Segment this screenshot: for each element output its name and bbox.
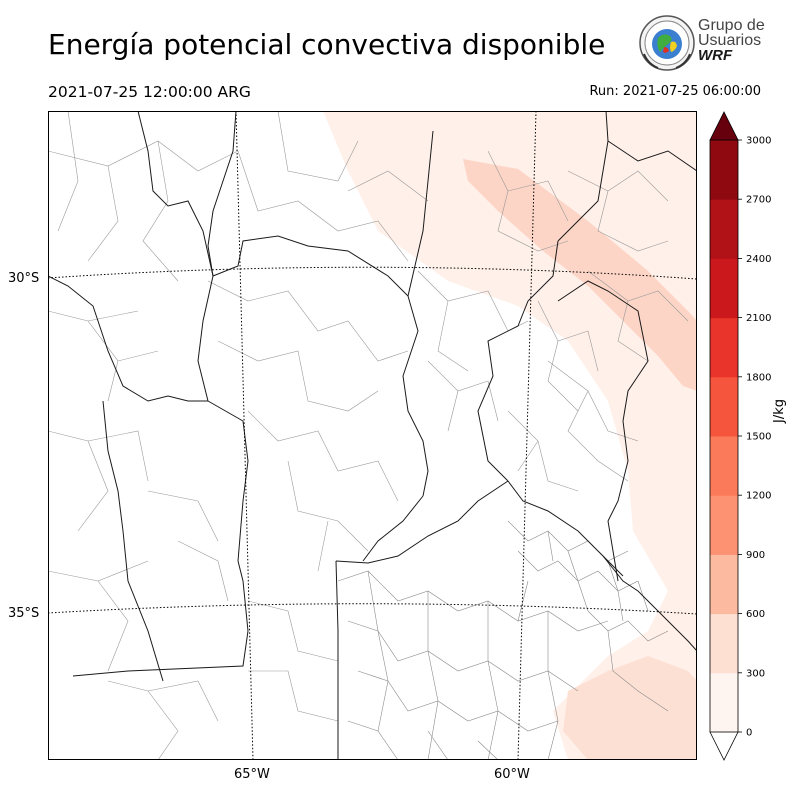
colorbar-over-arrow xyxy=(709,111,739,141)
boundary-sanluis-cordoba xyxy=(207,400,249,562)
valid-time: 2021-07-25 12:00:00 ARG xyxy=(48,83,251,101)
colorbar-tick-label: 900 xyxy=(746,550,765,561)
boundary-cordoba-santafe xyxy=(362,495,424,562)
boundary-sanjuan-larioja xyxy=(137,111,214,277)
boundary-catamarca-santiago xyxy=(207,111,237,277)
colorbar-tick-label: 1500 xyxy=(746,432,771,443)
colorbar-segment xyxy=(710,199,738,259)
colorbar-tick-label: 3000 xyxy=(746,136,771,147)
boundary-entrerios-uruguay xyxy=(557,280,649,522)
logo-text: Grupo de Usuarios WRF xyxy=(698,17,765,64)
colorbar-fill xyxy=(709,111,739,761)
colorbar-tick-label: 600 xyxy=(746,609,765,620)
boundary-santiago-santafe xyxy=(402,130,434,497)
logo-line2: Usuarios xyxy=(698,32,762,49)
colorbar-tick-label: 2400 xyxy=(746,254,771,265)
colorbar-tick-label: 1200 xyxy=(746,491,771,502)
colorbar: 0 300 600 900 1200 1500 1800 2100 2400 2700 3000 xyxy=(709,111,771,761)
colorbar-segment xyxy=(710,495,738,555)
colorbar-segment xyxy=(710,672,738,733)
colorbar-segment xyxy=(710,554,738,615)
colorbar-under-arrow xyxy=(709,731,739,761)
colorbar-segment xyxy=(710,613,738,674)
boundary-entrerios-corrientes xyxy=(557,111,609,242)
colorbar-segment xyxy=(710,436,738,496)
coast-rio-de-la-plata xyxy=(602,555,697,652)
colorbar-ticks: 0 300 600 900 1200 1500 1800 2100 2400 2700 3000 xyxy=(738,136,771,739)
colorbar-segment xyxy=(710,258,738,319)
parallel-30s xyxy=(48,266,697,280)
boundary-lapampa-north xyxy=(72,560,249,677)
colorbar-segment xyxy=(710,376,738,437)
boundary-sanluis-mendoza xyxy=(102,400,164,682)
logo-line3: WRF xyxy=(698,47,733,64)
boundary-santafe-entrerios xyxy=(477,240,559,482)
colorbar-tick-label: 0 xyxy=(746,728,752,739)
map-panel xyxy=(48,111,697,760)
boundary-corrientes-misiones xyxy=(607,140,697,172)
department-boundaries xyxy=(48,111,689,760)
colorbar-label: J/kg xyxy=(772,399,787,423)
cape-band-300-600-ne xyxy=(463,159,697,391)
globe-emblem-icon xyxy=(639,15,695,71)
lon-label-65w: 65°W xyxy=(234,767,270,782)
colorbar-tick-label: 1800 xyxy=(746,372,771,383)
province-boundaries xyxy=(48,111,697,760)
buenos-aires-partidos xyxy=(337,520,669,760)
run-time: Run: 2021-07-25 06:00:00 xyxy=(589,84,761,99)
boundary-larioja-cordoba xyxy=(197,275,214,402)
boundary-santafe-ba xyxy=(335,480,509,564)
colorbar-segment xyxy=(710,317,738,378)
colorbar-segment xyxy=(710,140,738,200)
boundary-rio-uruguay-lower xyxy=(607,520,619,582)
map-title: Energía potencial convectiva disponible xyxy=(48,28,606,61)
lat-label-30s: 30°S xyxy=(8,271,40,286)
parallel-35s xyxy=(48,603,697,615)
boundary-rio-parana-delta xyxy=(507,480,624,577)
map-frame xyxy=(48,111,697,760)
boundary-cordoba-north xyxy=(212,235,409,297)
boundary-mendoza-sanjuan xyxy=(48,275,208,402)
colorbar-tick-label: 2700 xyxy=(746,195,771,206)
colorbar-tick-label: 300 xyxy=(746,668,765,679)
lat-label-35s: 35°S xyxy=(8,606,40,621)
lon-label-60w: 60°W xyxy=(494,767,530,782)
cape-band-300-600-se xyxy=(563,656,697,760)
colorbar-tick-label: 2100 xyxy=(746,313,771,324)
grupo-wrf-logo: Grupo de Usuarios WRF xyxy=(638,14,768,74)
graticule xyxy=(48,111,697,760)
boundary-lapampa-ba xyxy=(335,560,339,760)
logo-line1: Grupo de xyxy=(698,17,765,34)
